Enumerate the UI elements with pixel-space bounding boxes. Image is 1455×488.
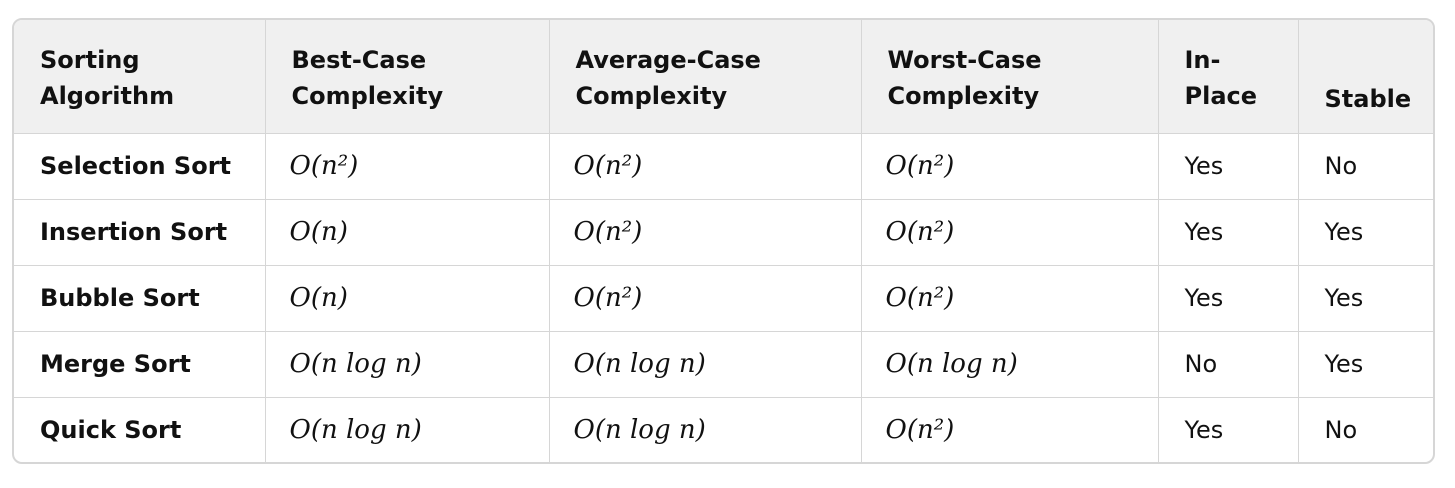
- header-text: Complexity: [887, 82, 1040, 111]
- header-text: Place: [1184, 82, 1258, 111]
- cell-average-case: O(n²): [549, 265, 862, 332]
- header-text: In-: [1184, 46, 1221, 75]
- header-text: Algorithm: [40, 82, 175, 111]
- header-best-case: Best-Case Complexity: [265, 20, 550, 134]
- cell-best-case: O(n): [265, 199, 550, 266]
- cell-algorithm: Insertion Sort: [14, 199, 266, 266]
- cell-in-place: Yes: [1158, 397, 1299, 462]
- cell-average-case: O(n²): [549, 133, 862, 200]
- cell-average-case: O(n²): [549, 199, 862, 266]
- table-row: Selection Sort O(n²) O(n²) O(n²) Yes No: [14, 133, 1433, 200]
- cell-algorithm: Bubble Sort: [14, 265, 266, 332]
- header-text: Best-Case: [291, 46, 427, 75]
- header-text: Sorting: [40, 46, 140, 75]
- header-stable: Stable: [1298, 20, 1433, 134]
- cell-best-case: O(n log n): [265, 331, 550, 398]
- header-sorting-algorithm: Sorting Algorithm: [14, 20, 266, 134]
- header-text: Stable: [1324, 84, 1412, 113]
- table-row: Merge Sort O(n log n) O(n log n) O(n log n)…: [14, 331, 1433, 398]
- cell-average-case: O(n log n): [549, 331, 862, 398]
- cell-stable: Yes: [1298, 199, 1433, 266]
- cell-best-case: O(n²): [265, 133, 550, 200]
- cell-in-place: Yes: [1158, 199, 1299, 266]
- header-text: Complexity: [575, 82, 728, 111]
- table-row: Bubble Sort O(n) O(n²) O(n²) Yes Yes: [14, 265, 1433, 332]
- cell-worst-case: O(n²): [861, 397, 1159, 462]
- cell-worst-case: O(n²): [861, 199, 1159, 266]
- table-row: Quick Sort O(n log n) O(n log n) O(n²) Yes No: [14, 397, 1433, 462]
- cell-stable: Yes: [1298, 265, 1433, 332]
- cell-algorithm: Merge Sort: [14, 331, 266, 398]
- table-row: Insertion Sort O(n) O(n²) O(n²) Yes Yes: [14, 199, 1433, 266]
- header-worst-case: Worst-Case Complexity: [861, 20, 1159, 134]
- cell-in-place: Yes: [1158, 265, 1299, 332]
- cell-stable: No: [1324, 416, 1358, 445]
- header-text: Complexity: [291, 82, 444, 111]
- sorting-comparison-table: Sorting Algorithm Best-Case Complexity A…: [12, 18, 1435, 464]
- cell-worst-case: O(n log n): [861, 331, 1159, 398]
- cell-algorithm: Quick Sort: [14, 397, 266, 462]
- header-average-case: Average-Case Complexity: [549, 20, 862, 134]
- cell-in-place: No: [1158, 331, 1299, 398]
- cell-best-case: O(n log n): [265, 397, 550, 462]
- cell-worst-case: O(n²): [861, 265, 1159, 332]
- header-in-place: In- Place: [1158, 20, 1299, 134]
- table-body: Selection Sort O(n²) O(n²) O(n²) Yes No Insert…: [14, 133, 1433, 462]
- cell-best-case: O(n): [265, 265, 550, 332]
- cell-in-place: Yes: [1158, 133, 1299, 200]
- header-text: Worst-Case: [887, 46, 1042, 75]
- cell-worst-case: O(n²): [861, 133, 1159, 200]
- cell-algorithm: Selection Sort: [14, 133, 266, 200]
- comparison-table: Sorting Algorithm Best-Case Complexity A…: [14, 20, 1433, 462]
- cell-stable: No: [1298, 133, 1433, 200]
- header-text: Average-Case: [575, 46, 761, 75]
- cell-average-case: O(n log n): [549, 397, 862, 462]
- cell-stable: Yes: [1298, 331, 1433, 398]
- table-header-row: Sorting Algorithm Best-Case Complexity A…: [14, 20, 1433, 134]
